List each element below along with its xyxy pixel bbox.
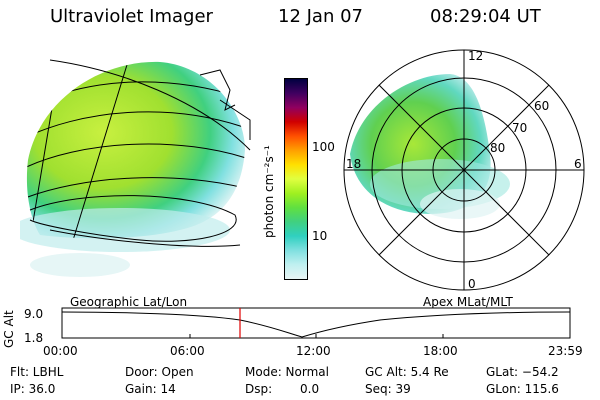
instrument-title: Ultraviolet Imager — [50, 6, 213, 27]
polar-lat-80: 80 — [490, 141, 505, 155]
info-gain: Gain: 14 — [125, 382, 176, 396]
geo-outer-lines — [29, 59, 251, 247]
polar-label-right: 6 — [574, 157, 582, 171]
geographic-image — [20, 59, 251, 277]
orbit-right-title: Apex MLat/MLT — [423, 295, 513, 309]
orbit-altitude-plot — [61, 307, 571, 339]
info-dsp-label: Dsp: — [245, 382, 273, 396]
info-ip: IP: 36.0 — [10, 382, 56, 396]
info-glat: GLat: −54.2 — [486, 365, 559, 379]
info-seq: Seq: 39 — [365, 382, 411, 396]
colorbar-unit-label: photon cm⁻²s⁻¹ — [262, 145, 276, 238]
orbit-y-axis-title: GC Alt — [2, 310, 16, 348]
polar-emission — [350, 74, 510, 219]
polar-label-bottom: 0 — [468, 277, 476, 291]
info-door: Door: Open — [125, 365, 194, 379]
orbit-left-title: Geographic Lat/Lon — [70, 295, 188, 309]
colorbar-tick-100: 100 — [312, 140, 335, 154]
orbit-xtick-0000: 00:00 — [43, 344, 78, 358]
orbit-ytick-low: 1.8 — [24, 331, 44, 345]
polar-plot: 12 18 6 0 60 70 80 — [343, 49, 585, 291]
info-gc-alt: GC Alt: 5.4 Re — [365, 365, 449, 379]
orbit-altitude-curve — [61, 311, 571, 338]
date-label: 12 Jan 07 — [278, 6, 363, 27]
info-glon: GLon: 115.6 — [486, 382, 559, 396]
colorbar-gradient — [285, 79, 307, 279]
orbit-xtick-2359: 23:59 — [548, 344, 583, 358]
polar-label-top: 12 — [468, 49, 483, 63]
time-label: 08:29:04 UT — [430, 6, 541, 27]
orbit-xtick-1800: 18:00 — [423, 344, 458, 358]
geo-grid-lines — [26, 61, 246, 239]
orbit-ytick-high: 9.0 — [24, 307, 44, 321]
orbit-xtick-1200: 12:00 — [296, 344, 331, 358]
polar-label-left: 18 — [346, 157, 361, 171]
orbit-xtick-0600: 06:00 — [170, 344, 205, 358]
polar-grid — [343, 49, 585, 291]
geo-emission — [20, 61, 245, 277]
info-flt: Flt: LBHL — [10, 365, 64, 379]
colorbar-tick-10: 10 — [312, 229, 328, 243]
info-dsp-value: 0.0 — [300, 382, 320, 396]
polar-lat-60: 60 — [534, 99, 549, 113]
orbit-x-ticks — [61, 334, 571, 338]
polar-lat-70: 70 — [512, 121, 527, 135]
info-mode: Mode: Normal — [245, 365, 329, 379]
colorbar — [284, 78, 308, 280]
